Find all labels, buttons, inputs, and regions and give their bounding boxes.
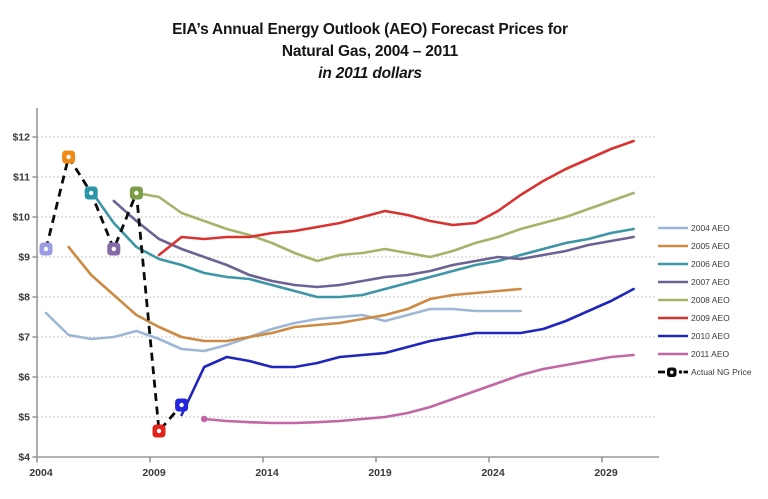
line-2008-aeo <box>135 191 635 263</box>
x-axis-tick-label: 2014 <box>255 467 279 479</box>
legend-label: 2008 AEO <box>691 295 730 305</box>
series-start-dot <box>200 415 208 423</box>
line-2004-aeo <box>44 307 522 353</box>
legend-swatch <box>658 226 688 230</box>
legend: 2004 AEO 2005 AEO 2006 AEO 2007 AEO 2008 AEO… <box>658 219 768 381</box>
legend-label: 2009 AEO <box>691 313 730 323</box>
legend-label: 2010 AEO <box>691 331 730 341</box>
y-axis-tick-label: $4 <box>18 452 30 464</box>
legend-label: Actual NG Price <box>691 367 752 377</box>
axes <box>32 108 659 463</box>
y-axis-tick-label: $9 <box>18 252 30 264</box>
legend-label: 2011 AEO <box>691 349 730 359</box>
legend-swatch <box>658 244 688 248</box>
legend-label: 2006 AEO <box>691 259 730 269</box>
legend-item: Actual NG Price <box>658 363 768 381</box>
line-2006-aeo <box>89 189 635 299</box>
legend-swatch <box>658 334 688 338</box>
y-axis-tick-label: $12 <box>12 132 30 144</box>
legend-label: 2007 AEO <box>691 277 730 287</box>
legend-swatch <box>658 316 688 320</box>
legend-item: 2009 AEO <box>658 309 768 327</box>
legend-label: 2005 AEO <box>691 241 730 251</box>
chart-title: EIA’s Annual Energy Outlook (AEO) Foreca… <box>0 19 740 85</box>
y-axis-tick-label: $6 <box>18 372 30 384</box>
y-axis-tick-label: $10 <box>12 212 30 224</box>
legend-swatch <box>658 262 688 266</box>
x-axis-tick-label: 2009 <box>142 467 166 479</box>
chart-title-line1: EIA’s Annual Energy Outlook (AEO) Foreca… <box>172 21 568 38</box>
line-2007-aeo <box>112 199 635 289</box>
axis-labels: $4 $5 $6 $7 $8 $9 $10 $11 $12 2004 2009 2014 2019 202… <box>12 132 617 480</box>
x-axis-tick-label: 2029 <box>594 467 618 479</box>
chart-title-line2: Natural Gas, 2004 – 2011 <box>281 43 459 60</box>
legend-item: 2006 AEO <box>658 255 768 273</box>
legend-item: 2010 AEO <box>658 327 768 345</box>
line-2010-aeo <box>180 287 635 417</box>
y-axis-tick-label: $8 <box>18 292 30 304</box>
legend-item: 2004 AEO <box>658 219 768 237</box>
legend-label: 2004 AEO <box>691 223 730 233</box>
legend-swatch <box>658 352 688 356</box>
legend-item: 2007 AEO <box>658 273 768 291</box>
x-axis-tick-label: 2024 <box>481 467 505 479</box>
line-2011-aeo <box>200 353 635 425</box>
legend-item: 2008 AEO <box>658 291 768 309</box>
y-axis-tick-label: $7 <box>18 332 30 344</box>
legend-swatch <box>658 367 688 377</box>
y-axis-tick-label: $5 <box>18 412 30 424</box>
legend-swatch <box>658 280 688 284</box>
x-axis-tick-label: 2004 <box>29 467 53 479</box>
y-axis-tick-label: $11 <box>13 172 30 184</box>
legend-item: 2011 AEO <box>658 345 768 363</box>
gridlines <box>37 136 656 418</box>
actual-price-markers <box>39 150 189 438</box>
line-2005-aeo <box>67 245 522 343</box>
legend-item: 2005 AEO <box>658 237 768 255</box>
line-2009-aeo <box>157 139 635 257</box>
legend-swatch <box>658 298 688 302</box>
x-axis-tick-label: 2019 <box>368 467 392 479</box>
chart-title-line3: in 2011 dollars <box>318 65 422 82</box>
